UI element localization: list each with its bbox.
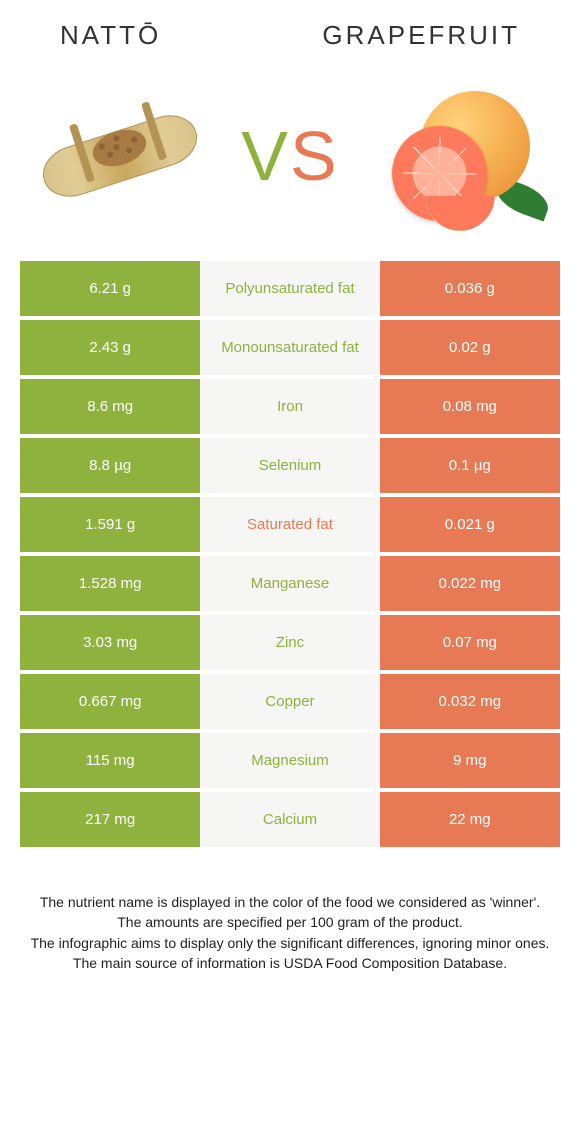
left-value: 8.8 µg — [20, 438, 200, 493]
left-value: 2.43 g — [20, 320, 200, 375]
nutrient-name: Polyunsaturated fat — [200, 261, 379, 316]
nutrient-name: Monounsaturated fat — [200, 320, 379, 375]
table-row: 0.667 mgCopper0.032 mg — [20, 674, 560, 729]
table-row: 2.43 gMonounsaturated fat0.02 g — [20, 320, 560, 375]
vs-row: VS — [0, 61, 580, 261]
note-line: The main source of information is USDA F… — [30, 953, 550, 973]
comparison-table: 6.21 gPolyunsaturated fat0.036 g2.43 gMo… — [20, 261, 560, 847]
left-value: 6.21 g — [20, 261, 200, 316]
natto-image — [30, 81, 210, 231]
right-value: 0.022 mg — [380, 556, 560, 611]
footer-notes: The nutrient name is displayed in the co… — [30, 892, 550, 973]
left-value: 1.591 g — [20, 497, 200, 552]
table-row: 8.6 mgIron0.08 mg — [20, 379, 560, 434]
food-title-right: Grapefruit — [322, 20, 520, 51]
note-line: The nutrient name is displayed in the co… — [30, 892, 550, 912]
left-value: 8.6 mg — [20, 379, 200, 434]
right-value: 22 mg — [380, 792, 560, 847]
right-value: 0.036 g — [380, 261, 560, 316]
nutrient-name: Selenium — [200, 438, 379, 493]
right-value: 0.032 mg — [380, 674, 560, 729]
header: nattō Grapefruit — [0, 0, 580, 61]
right-value: 0.07 mg — [380, 615, 560, 670]
vs-letter-v: V — [241, 117, 290, 195]
right-value: 9 mg — [380, 733, 560, 788]
table-row: 217 mgCalcium22 mg — [20, 792, 560, 847]
note-line: The amounts are specified per 100 gram o… — [30, 912, 550, 932]
food-title-left: nattō — [60, 20, 161, 51]
left-value: 115 mg — [20, 733, 200, 788]
right-value: 0.08 mg — [380, 379, 560, 434]
nutrient-name: Copper — [200, 674, 379, 729]
nutrient-name: Manganese — [200, 556, 379, 611]
right-value: 0.02 g — [380, 320, 560, 375]
right-value: 0.021 g — [380, 497, 560, 552]
note-line: The infographic aims to display only the… — [30, 933, 550, 953]
table-row: 3.03 mgZinc0.07 mg — [20, 615, 560, 670]
nutrient-name: Saturated fat — [200, 497, 379, 552]
nutrient-name: Iron — [200, 379, 379, 434]
table-row: 8.8 µgSelenium0.1 µg — [20, 438, 560, 493]
grapefruit-image — [370, 81, 550, 231]
vs-label: VS — [241, 116, 338, 196]
right-value: 0.1 µg — [380, 438, 560, 493]
nutrient-name: Magnesium — [200, 733, 379, 788]
left-value: 217 mg — [20, 792, 200, 847]
left-value: 3.03 mg — [20, 615, 200, 670]
nutrient-name: Calcium — [200, 792, 379, 847]
table-row: 1.591 gSaturated fat0.021 g — [20, 497, 560, 552]
left-value: 0.667 mg — [20, 674, 200, 729]
vs-letter-s: S — [290, 117, 339, 195]
table-row: 115 mgMagnesium9 mg — [20, 733, 560, 788]
nutrient-name: Zinc — [200, 615, 379, 670]
table-row: 1.528 mgManganese0.022 mg — [20, 556, 560, 611]
table-row: 6.21 gPolyunsaturated fat0.036 g — [20, 261, 560, 316]
left-value: 1.528 mg — [20, 556, 200, 611]
